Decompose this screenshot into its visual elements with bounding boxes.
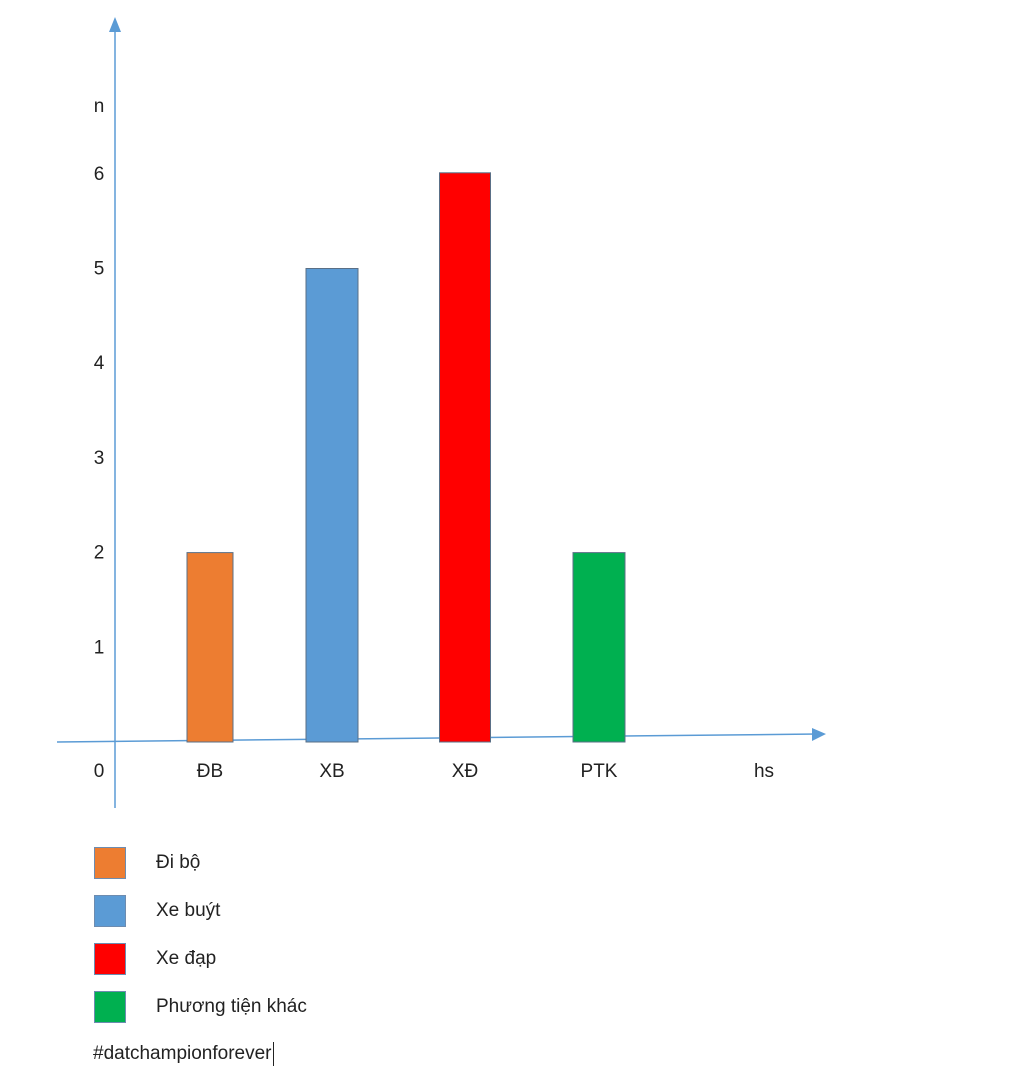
y-axis-label: n [94, 96, 105, 117]
x-axis-arrow-icon [812, 728, 826, 741]
chart-legend: Đi bộ Xe buýt Xe đạp Phương tiện khác [94, 846, 307, 1038]
legend-swatch-phuong-tien-khac [94, 991, 126, 1023]
legend-swatch-xe-dap [94, 943, 126, 975]
y-tick-label: 2 [94, 543, 105, 564]
legend-item-xe-dap: Xe đạp [94, 942, 307, 976]
legend-swatch-di-bo [94, 847, 126, 879]
y-tick-label: 6 [94, 164, 105, 185]
x-tick-label: ĐB [197, 761, 223, 782]
y-tick-label: 4 [94, 353, 105, 374]
legend-label-phuong-tien-khac: Phương tiện khác [156, 996, 307, 1017]
bar-xđ [439, 172, 491, 743]
x-tick-label: XB [319, 761, 344, 782]
x-tick-label: PTK [581, 761, 618, 782]
legend-label-di-bo: Đi bộ [156, 852, 201, 873]
legend-item-xe-buyt: Xe buýt [94, 894, 307, 928]
bar-xb [305, 268, 359, 743]
legend-item-phuong-tien-khac: Phương tiện khác [94, 990, 307, 1024]
x-tick-label: XĐ [452, 761, 478, 782]
legend-label-xe-dap: Xe đạp [156, 948, 217, 969]
y-tick-label: 1 [94, 637, 105, 658]
y-tick-label: 5 [94, 259, 105, 280]
legend-label-xe-buyt: Xe buýt [156, 900, 221, 921]
bar-đb [186, 552, 234, 743]
y-axis-arrow-icon [109, 17, 121, 32]
origin-label: 0 [94, 761, 105, 782]
x-axis-line [56, 733, 819, 743]
bar-ptk [572, 552, 626, 743]
legend-swatch-xe-buyt [94, 895, 126, 927]
y-tick-label: 3 [94, 448, 105, 469]
legend-item-di-bo: Đi bộ [94, 846, 307, 880]
text-cursor-caret [272, 1042, 274, 1066]
hashtag-text: #datchampionforever [93, 1043, 272, 1064]
hashtag-text-line[interactable]: #datchampionforever [93, 1042, 274, 1066]
x-axis-label: hs [754, 761, 774, 782]
